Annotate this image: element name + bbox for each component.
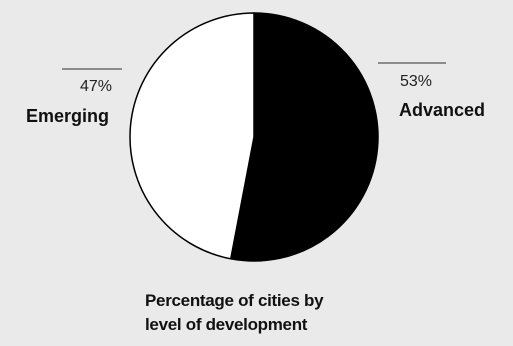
slice-value-label-advanced: 53%	[400, 73, 432, 90]
slice-category-label-emerging: Emerging	[26, 106, 109, 126]
pie-slice-emerging	[129, 12, 255, 260]
chart-title-line-2: level of development	[145, 315, 308, 334]
slice-value-label-emerging: 47%	[80, 78, 112, 95]
slice-category-label-advanced: Advanced	[399, 100, 485, 120]
pie-slice-advanced	[229, 12, 379, 262]
pie-slices	[129, 12, 379, 262]
chart-title: Percentage of cities by level of develop…	[145, 289, 405, 337]
chart-title-line-1: Percentage of cities by	[145, 291, 324, 310]
